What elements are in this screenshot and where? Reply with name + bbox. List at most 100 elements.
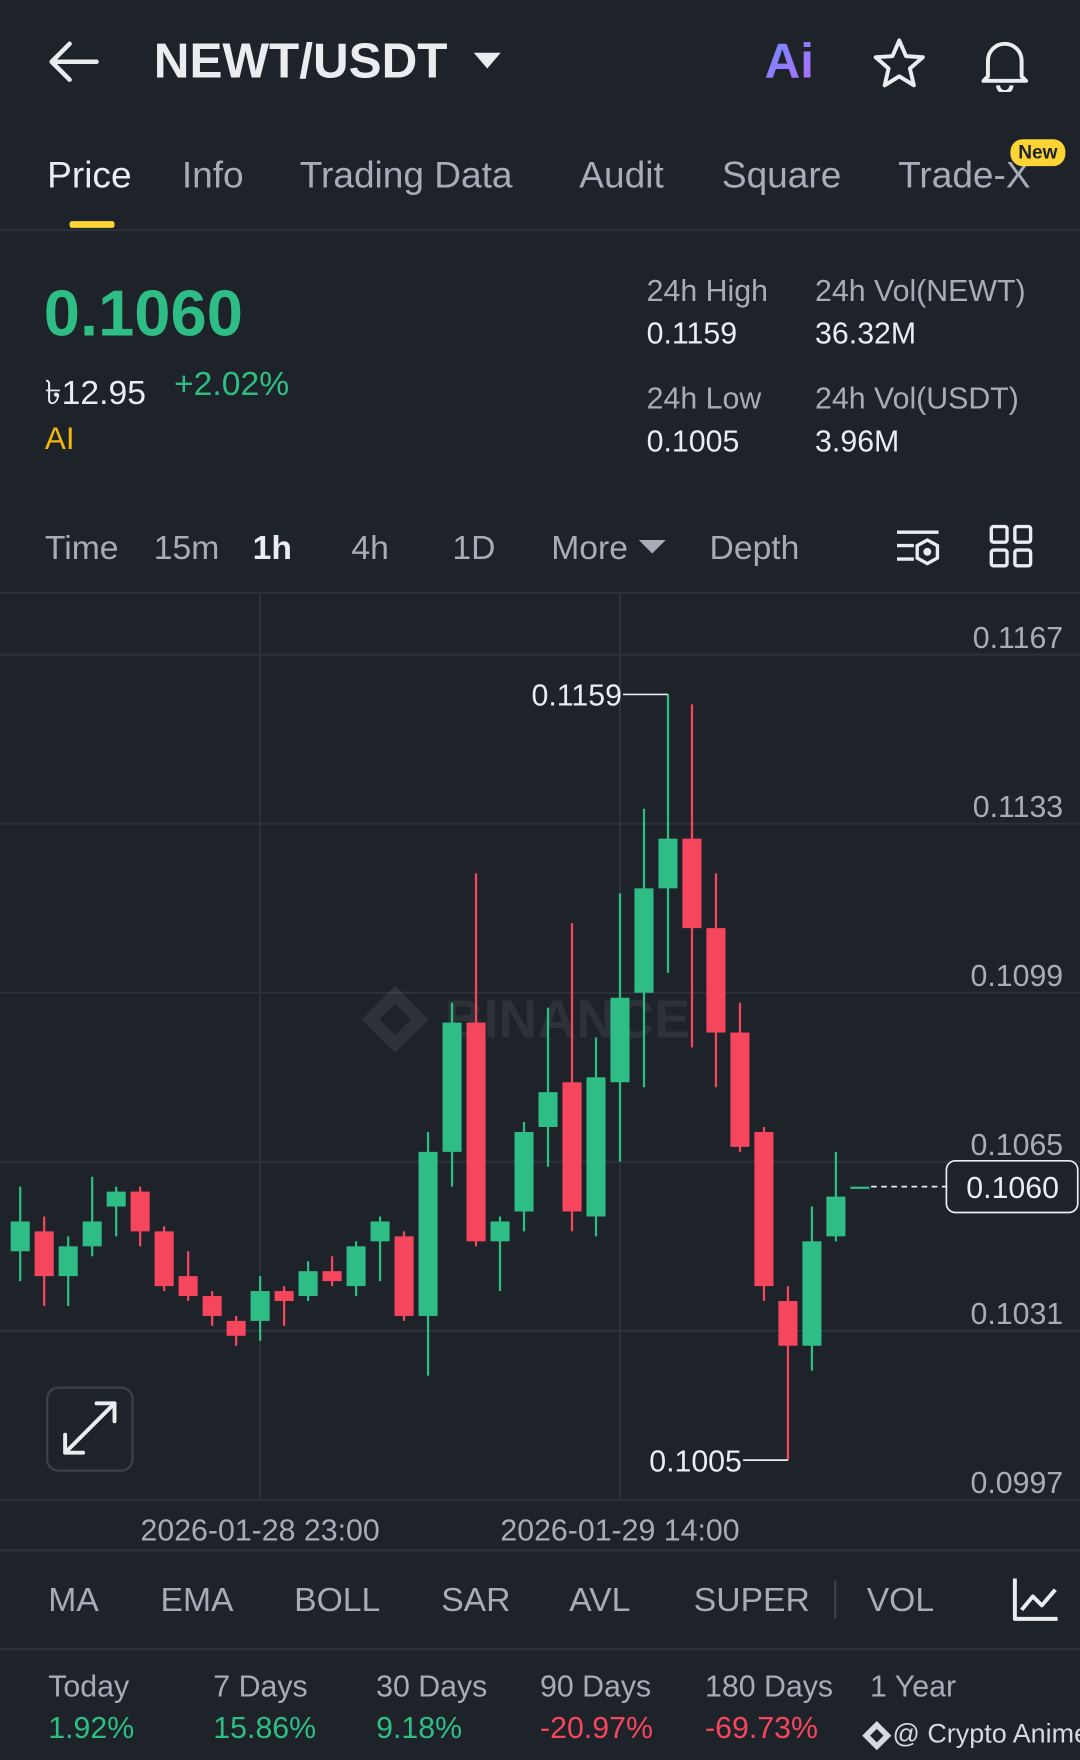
active-tab-indicator — [69, 221, 115, 228]
tab[interactable]: Audit — [579, 153, 664, 196]
period-change: 1.92% — [48, 1710, 135, 1745]
y-tick-label: 0.1065 — [970, 1129, 1063, 1162]
new-badge: New — [1010, 139, 1066, 167]
interval[interactable]: Depth — [709, 529, 800, 567]
stat-value: 36.32M — [815, 316, 917, 351]
alert-button[interactable] — [977, 34, 1033, 93]
indicator[interactable]: BOLL — [294, 1581, 381, 1619]
credit-logo — [862, 1721, 892, 1751]
tab[interactable]: Trading Data — [299, 153, 513, 196]
interval[interactable]: More — [551, 529, 628, 567]
candle-body — [562, 1082, 582, 1212]
indicator[interactable]: MA — [48, 1581, 99, 1619]
indicator[interactable]: SUPER — [693, 1581, 810, 1619]
period-change: 15.86% — [213, 1710, 317, 1745]
stat-label: 24h Low — [646, 381, 762, 416]
bell-icon — [981, 41, 1029, 93]
credit-logo-shape — [862, 1721, 892, 1751]
period-label: 180 Days — [705, 1669, 834, 1704]
stat-label: 24h Vol(NEWT) — [815, 273, 1026, 308]
layout-button[interactable] — [988, 523, 1035, 570]
y-tick-label: 0.1099 — [970, 960, 1063, 993]
stat-label: 24h Vol(USDT) — [815, 381, 1019, 416]
x-tick-label: 2026-01-28 23:00 — [141, 1514, 380, 1547]
candle-body — [802, 1241, 822, 1346]
indicator-settings-button[interactable] — [1010, 1576, 1059, 1623]
layout-square — [989, 548, 1009, 568]
settings-hex — [915, 538, 940, 566]
candle-body — [754, 1131, 774, 1287]
ai-label: AI — [44, 420, 75, 456]
credit: @ Crypto Anime — [892, 1718, 1080, 1750]
candle-body — [178, 1276, 198, 1297]
candle-body — [82, 1221, 102, 1247]
y-tick-label: 0.1167 — [973, 622, 1063, 655]
indicator[interactable]: EMA — [160, 1581, 234, 1619]
candle-body — [298, 1271, 318, 1297]
pair-title[interactable]: NEWT/USDT — [153, 33, 448, 89]
period-label: 1 Year — [870, 1669, 957, 1704]
candle-body — [418, 1151, 438, 1316]
candle-body — [58, 1246, 78, 1277]
dropdown-triangle — [638, 539, 666, 554]
interval[interactable]: 4h — [351, 529, 389, 567]
chart-settings-button[interactable] — [894, 523, 943, 572]
period-label: 7 Days — [213, 1669, 308, 1704]
interval[interactable]: 1D — [452, 529, 496, 567]
price-change: +2.02% — [174, 365, 290, 404]
candle-body — [106, 1191, 126, 1207]
period-change: -69.73% — [705, 1710, 818, 1745]
candle-body — [250, 1291, 270, 1321]
period-label: Today — [48, 1669, 130, 1704]
layout-square — [989, 524, 1009, 544]
period-change: -20.97% — [539, 1710, 653, 1745]
indicator[interactable]: VOL — [866, 1581, 935, 1619]
candle-body — [10, 1221, 30, 1252]
candle-body — [130, 1191, 150, 1232]
divider — [0, 591, 1080, 594]
candle-body — [274, 1291, 294, 1302]
candle-body — [706, 928, 726, 1033]
expand-button[interactable] — [46, 1386, 134, 1472]
divider — [0, 1648, 1080, 1651]
more-dropdown[interactable] — [635, 537, 669, 557]
back-arrow — [49, 41, 99, 82]
candle-body — [778, 1301, 798, 1346]
favorite-button[interactable] — [871, 36, 927, 90]
settings-lines — [897, 530, 939, 561]
candle-body — [346, 1246, 366, 1287]
period-change: 9.18% — [376, 1710, 463, 1745]
tab[interactable]: Price — [47, 153, 132, 196]
interval: Time — [44, 529, 119, 567]
watermark: BINANCE — [361, 985, 690, 1054]
annotation-label: 0.1005 — [649, 1445, 742, 1478]
stat-value: 0.1159 — [646, 316, 738, 351]
candle-body — [634, 888, 654, 993]
indicator-separator — [834, 1580, 837, 1619]
indicator[interactable]: AVL — [569, 1581, 631, 1619]
y-tick-label: 0.1133 — [973, 791, 1063, 824]
candle-body — [682, 838, 702, 929]
candle-body — [826, 1196, 846, 1237]
interval[interactable]: 1h — [252, 529, 292, 567]
divider — [0, 1549, 1080, 1552]
candle-body — [586, 1077, 606, 1217]
back-button[interactable] — [45, 36, 103, 88]
layout-square — [1013, 524, 1033, 544]
candle-body — [202, 1296, 222, 1316]
indicator[interactable]: SAR — [441, 1581, 511, 1619]
candle-body — [154, 1231, 174, 1287]
candle-body — [490, 1221, 510, 1242]
tab[interactable]: Info — [181, 153, 244, 196]
y-tick-label: 0.1031 — [970, 1298, 1063, 1331]
divider — [0, 229, 1080, 232]
pair-dropdown[interactable] — [472, 49, 503, 71]
period-label: 30 Days — [376, 1669, 488, 1704]
tab[interactable]: Square — [721, 153, 842, 196]
tab[interactable]: Trade-X — [898, 153, 1031, 196]
interval[interactable]: 15m — [153, 529, 220, 567]
ai-button[interactable]: Ai — [764, 33, 814, 89]
candle-body — [322, 1271, 342, 1282]
